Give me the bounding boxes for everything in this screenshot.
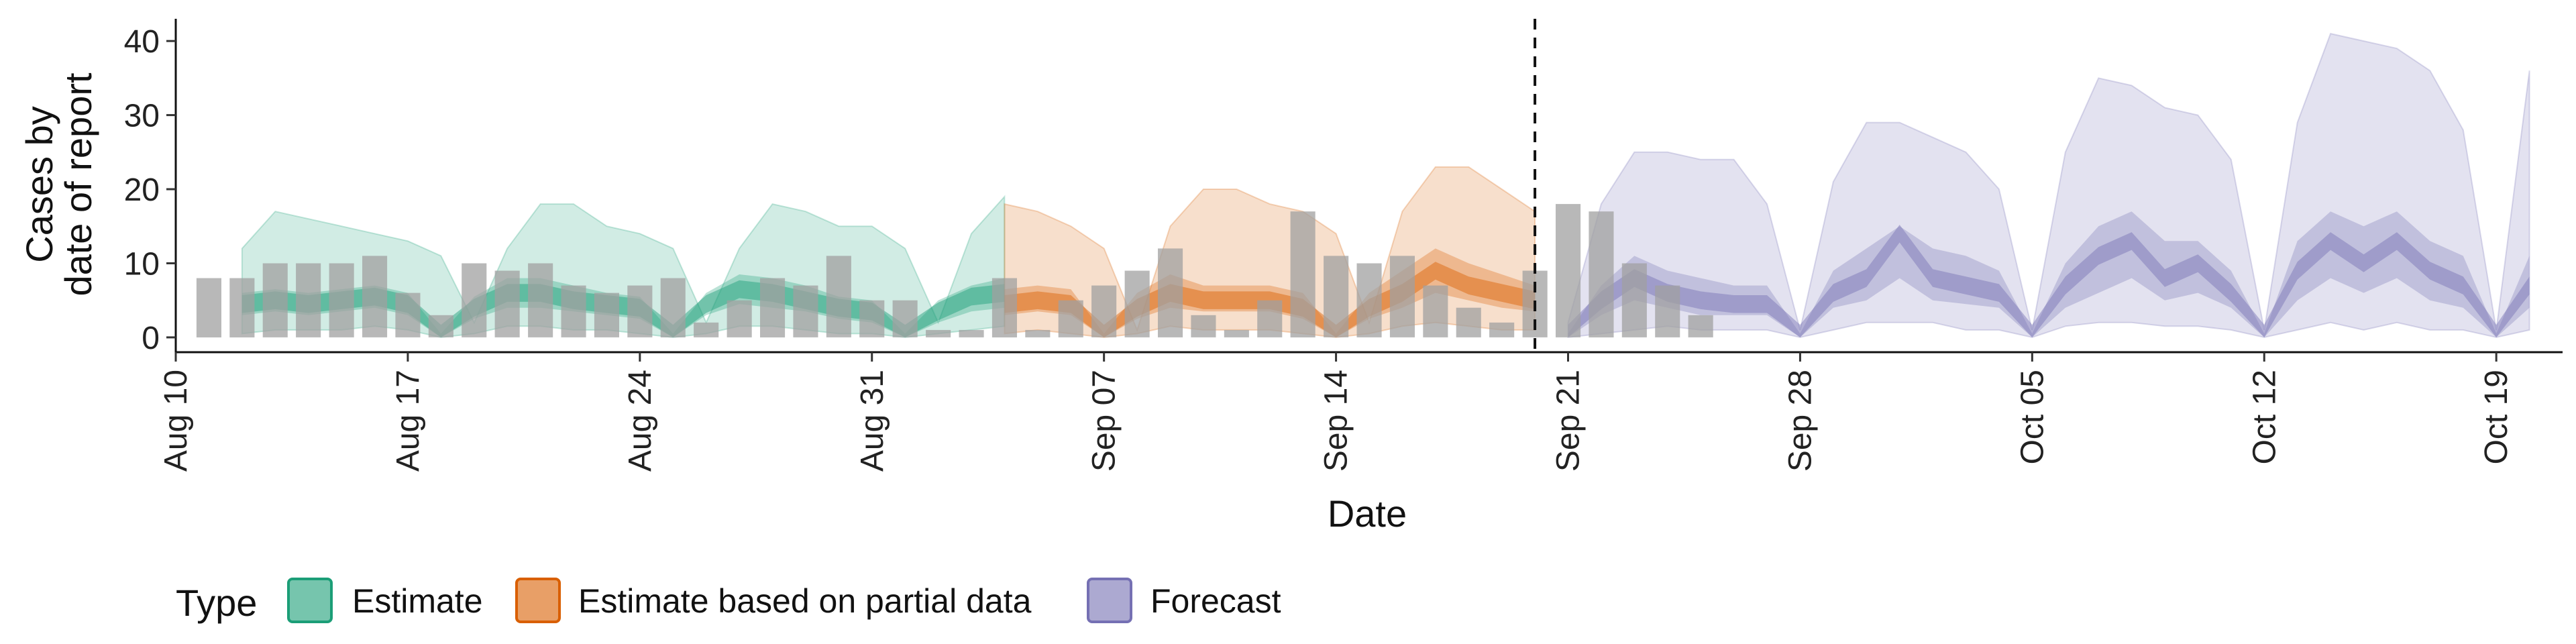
legend-title: Type	[176, 582, 257, 624]
case-bar	[1356, 263, 1382, 337]
y-tick-label: 0	[142, 321, 160, 356]
y-axis-title-line: date of report	[57, 72, 99, 297]
case-bar	[1091, 285, 1117, 337]
series-1-band-median	[1004, 262, 1536, 337]
axes: 0 10 20 30 40 Aug 10 Aug 17 Aug 24 Aug 31 Sep 07 S…	[18, 19, 2563, 535]
y-axis-title: Cases bydate of report	[18, 72, 99, 297]
legend-swatch-1	[287, 578, 333, 623]
x-axis-title: Date	[1328, 492, 1407, 535]
legend-label-3: Forecast	[1150, 582, 1281, 620]
y-tick-label: 10	[124, 246, 160, 282]
case-bar	[727, 300, 752, 337]
case-bar	[892, 300, 918, 337]
case-bar	[760, 278, 786, 337]
case-bar	[1655, 285, 1680, 337]
case-bar	[262, 263, 288, 337]
case-bar	[1324, 256, 1349, 337]
case-bar	[428, 315, 453, 337]
case-bar	[561, 285, 586, 337]
legend-swatch-3	[1087, 578, 1132, 623]
case-bar	[826, 256, 851, 337]
legend-label-1: Estimate	[352, 582, 483, 620]
legend: Type Estimate Estimate based on partial da…	[176, 578, 1281, 624]
case-bar	[196, 278, 221, 337]
x-tick-label: Sep 21	[1551, 370, 1587, 472]
case-bar	[1058, 300, 1083, 337]
case-bar	[229, 278, 255, 337]
case-bar	[1191, 315, 1216, 337]
case-bar	[1456, 307, 1481, 337]
case-bar	[793, 285, 818, 337]
y-axis-title-line: Cases by	[18, 106, 60, 262]
case-bar	[694, 322, 719, 337]
y-tick-label: 40	[124, 24, 160, 60]
x-tick-label: Oct 12	[2247, 370, 2282, 464]
series-2-band-90	[1567, 32, 2530, 339]
x-tick-label: Oct 19	[2479, 370, 2514, 464]
case-bar	[627, 285, 653, 337]
case-bar	[1688, 315, 1713, 337]
x-tick-label: Aug 24	[623, 370, 658, 472]
case-bar	[1589, 211, 1614, 337]
case-bar	[528, 263, 553, 337]
case-bar	[1224, 329, 1249, 337]
case-bar	[494, 270, 520, 337]
case-bar	[395, 292, 421, 337]
case-bar	[329, 263, 354, 337]
x-tick-label: Sep 28	[1782, 370, 1818, 472]
case-bar	[362, 256, 388, 337]
case-bar	[1489, 322, 1515, 337]
x-tick-label: Aug 17	[390, 370, 426, 472]
case-bar	[462, 263, 487, 337]
case-bar	[660, 278, 686, 337]
case-bar	[1158, 248, 1183, 337]
case-bar	[1621, 263, 1647, 337]
case-bar	[1556, 204, 1581, 337]
case-bar	[594, 292, 619, 337]
series-2-band-median	[1568, 225, 2530, 337]
case-bar	[1124, 270, 1150, 337]
case-bar	[296, 263, 321, 337]
case-bar	[1257, 300, 1283, 337]
case-bar	[991, 278, 1017, 337]
reported-cases-bars	[196, 204, 1713, 337]
x-tick-label: Aug 31	[855, 370, 890, 472]
case-bar	[1423, 285, 1448, 337]
case-bar	[1290, 211, 1316, 337]
x-tick-label: Aug 10	[158, 370, 194, 472]
case-bar	[926, 329, 951, 337]
x-tick-label: Sep 07	[1087, 370, 1122, 472]
case-bar	[959, 329, 984, 337]
series-2-band-50	[1568, 211, 2530, 337]
x-tick-label: Oct 05	[2015, 370, 2050, 464]
legend-swatch-2	[515, 578, 561, 623]
y-tick-label: 30	[124, 99, 160, 134]
legend-label-2: Estimate based on partial data	[578, 582, 1032, 620]
case-bar	[859, 300, 885, 337]
case-bar	[1025, 329, 1051, 337]
x-tick-label: Sep 14	[1319, 370, 1354, 472]
y-tick-label: 20	[124, 172, 160, 208]
case-bar	[1389, 256, 1415, 337]
